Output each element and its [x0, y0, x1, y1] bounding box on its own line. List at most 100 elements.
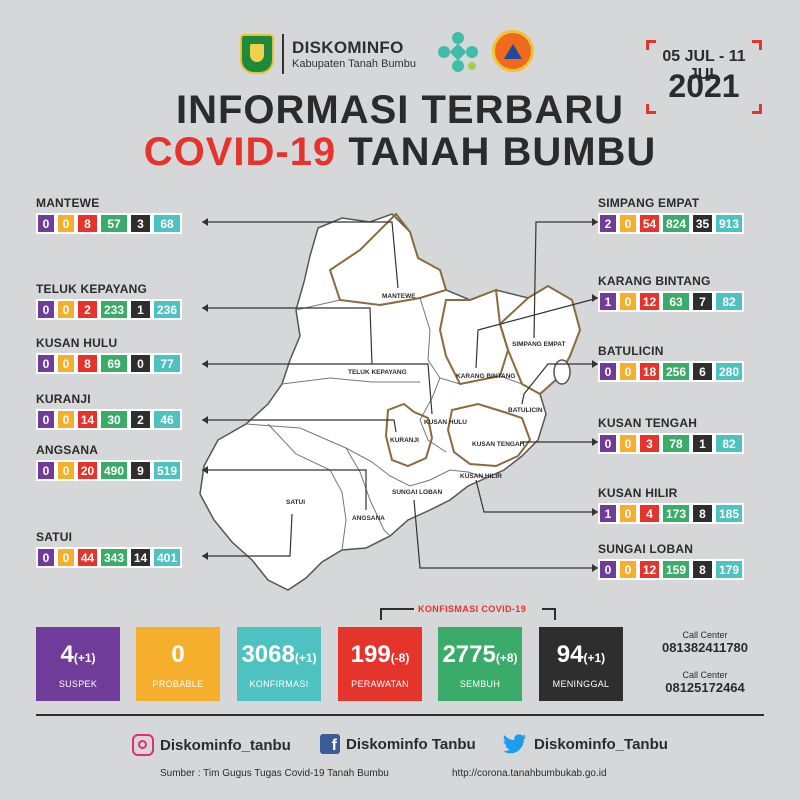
- map-label-kusan-hulu: KUSAN HULU: [424, 419, 467, 426]
- sembuh-cell: 173: [661, 503, 691, 524]
- connector-batulicin: [521, 363, 598, 405]
- probable-cell: 0: [618, 503, 638, 524]
- meninggal-cell: 35: [691, 213, 714, 234]
- probable-label: PROBABLE: [152, 679, 204, 689]
- district-simpang-empat: SIMPANG EMPAT 2 0 54 824 35 913: [598, 196, 744, 234]
- sembuh-cell: 343: [99, 547, 129, 568]
- probable-cell: 0: [618, 213, 638, 234]
- district-batulicin: BATULICIN 0 0 18 256 6 280: [598, 344, 744, 382]
- sembuh-delta: (+8): [495, 651, 518, 665]
- org-subtitle: Kabupaten Tanah Bumbu: [292, 58, 416, 70]
- perawatan-label: PERAWATAN: [351, 679, 409, 689]
- konfirmasi-header: KONFISMASI COVID-19: [418, 604, 527, 614]
- map-label-simpang-empat: SIMPANG EMPAT: [512, 341, 565, 348]
- page-title: INFORMASI TERBARU: [175, 88, 625, 132]
- regency-outline: [199, 213, 581, 591]
- konfirmasi-cell: 77: [152, 353, 182, 374]
- summary-perawatan: 199(-8) PERAWATAN: [338, 627, 422, 701]
- district-kusan-hilir: KUSAN HILIR 1 0 4 173 8 185: [598, 486, 744, 524]
- suspek-cell: 0: [598, 559, 618, 580]
- footer-source: Sumber : Tim Gugus Tugas Covid-19 Tanah …: [160, 768, 389, 779]
- district-name: KUSAN HILIR: [598, 486, 678, 500]
- suspek-cell: 0: [36, 299, 56, 320]
- konfirmasi-cell: 913: [714, 213, 744, 234]
- footer-url[interactable]: http://corona.tanahbumbukab.go.id: [452, 768, 607, 779]
- twitter-link[interactable]: Diskominfo_Tanbu: [502, 734, 668, 754]
- sembuh-cell: 824: [661, 213, 691, 234]
- district-name: KARANG BINTANG: [598, 274, 711, 288]
- facebook-link[interactable]: f Diskominfo Tanbu: [320, 734, 476, 754]
- meninggal-label: MENINGGAL: [552, 679, 610, 689]
- meninggal-cell: 8: [691, 559, 714, 580]
- summary-meninggal: 94(+1) MENINGGAL: [539, 627, 623, 701]
- connector-sungai-loban: [413, 499, 598, 569]
- suspek-label: SUSPEK: [58, 679, 98, 689]
- probable-cell: 0: [56, 460, 76, 481]
- district-angsana: ANGSANA 0 0 20 490 9 519: [36, 443, 182, 481]
- perawatan-cell: 12: [638, 291, 661, 312]
- kemenkes-logo-icon: [438, 32, 478, 72]
- probable-cell: 0: [618, 433, 638, 454]
- probable-cell: 0: [56, 353, 76, 374]
- connector-karang-bintang: [475, 297, 599, 369]
- call-center-number[interactable]: 08125172464: [665, 680, 745, 695]
- district-name: BATULICIN: [598, 344, 664, 358]
- call-center-label: Call Center: [682, 630, 728, 640]
- suspek-cell: 0: [36, 353, 56, 374]
- map-label-mantewe: MANTEWE: [382, 293, 416, 300]
- suspek-cell: 2: [598, 213, 618, 234]
- call-center-number[interactable]: 081382411780: [661, 640, 749, 655]
- sembuh-cell: 159: [661, 559, 691, 580]
- probable-cell: 0: [56, 213, 76, 234]
- probable-cell: 0: [56, 547, 76, 568]
- suspek-delta: (+1): [73, 651, 96, 665]
- perawatan-cell: 8: [76, 353, 99, 374]
- probable-cell: 0: [56, 409, 76, 430]
- perawatan-cell: 54: [638, 213, 661, 234]
- suspek-cell: 0: [36, 409, 56, 430]
- connector-kusan-hulu: [202, 363, 433, 415]
- probable-cell: 0: [56, 299, 76, 320]
- page-subtitle: COVID-19 TANAH BUMBU: [0, 130, 800, 175]
- perawatan-cell: 18: [638, 361, 661, 382]
- map-label-teluk-kepayang: TELUK KEPAYANG: [348, 369, 407, 376]
- summary-suspek: 4(+1) SUSPEK: [36, 627, 120, 701]
- suspek-cell: 1: [598, 291, 618, 312]
- perawatan-value: 199: [350, 641, 391, 668]
- map-label-kusan-hilir: KUSAN HILIR: [460, 473, 502, 480]
- twitter-handle: Diskominfo_Tanbu: [534, 735, 668, 753]
- perawatan-cell: 8: [76, 213, 99, 234]
- date-period: 05 JUL - 11 JUL 2021: [646, 40, 762, 114]
- sembuh-cell: 256: [661, 361, 691, 382]
- summary-sembuh: 2775(+8) SEMBUH: [438, 627, 522, 701]
- district-name: SIMPANG EMPAT: [598, 196, 700, 210]
- meninggal-cell: 1: [691, 433, 714, 454]
- map-label-satui: SATUI: [286, 499, 305, 506]
- district-sungai-loban: SUNGAI LOBAN 0 0 12 159 8 179: [598, 542, 744, 580]
- district-name: ANGSANA: [36, 443, 99, 457]
- probable-cell: 0: [618, 559, 638, 580]
- instagram-link[interactable]: Diskominfo_tanbu: [132, 734, 291, 756]
- suspek-cell: 0: [598, 361, 618, 382]
- sembuh-cell: 69: [99, 353, 129, 374]
- perawatan-cell: 3: [638, 433, 661, 454]
- konfirmasi-cell: 280: [714, 361, 744, 382]
- district-kuranji: KURANJI 0 0 14 30 2 46: [36, 392, 182, 430]
- bnpb-logo-icon: [492, 30, 534, 72]
- org-name: DISKOMINFO: [292, 38, 404, 57]
- suspek-cell: 0: [36, 213, 56, 234]
- map-label-angsana: ANGSANA: [352, 515, 385, 522]
- district-kusan-tengah: KUSAN TENGAH 0 0 3 78 1 82: [598, 416, 744, 454]
- perawatan-cell: 44: [76, 547, 99, 568]
- connector-kuranji: [202, 419, 397, 433]
- konfirmasi-cell: 82: [714, 433, 744, 454]
- perawatan-cell: 4: [638, 503, 661, 524]
- konfirmasi-value: 3068: [241, 641, 295, 668]
- footer-divider: [36, 714, 764, 716]
- district-name: KUSAN TENGAH: [598, 416, 698, 430]
- suspek-cell: 0: [36, 547, 56, 568]
- meninggal-delta: (+1): [583, 651, 606, 665]
- facebook-handle: Diskominfo Tanbu: [346, 735, 476, 753]
- district-name: SATUI: [36, 530, 73, 544]
- twitter-icon: [503, 734, 526, 754]
